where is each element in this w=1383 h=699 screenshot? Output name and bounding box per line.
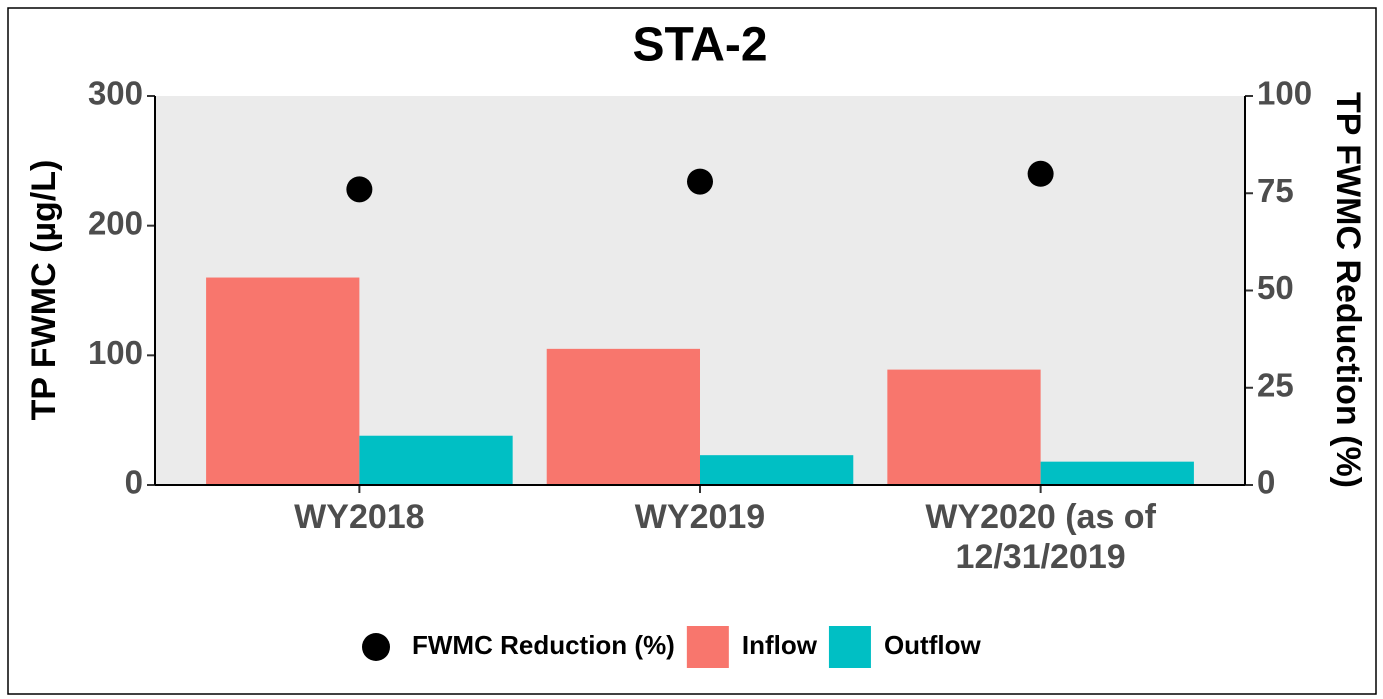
point [346, 176, 373, 203]
y2-tick-label: 75 [1257, 172, 1294, 209]
y2-tick-label: 0 [1257, 464, 1275, 501]
chart-title: STA-2 [632, 19, 767, 72]
y-tick-label: 200 [88, 204, 143, 241]
bar [887, 369, 1041, 485]
bar [206, 277, 360, 485]
y-tick-label: 100 [88, 334, 143, 371]
y-tick-label: 300 [88, 75, 143, 112]
point [1027, 160, 1054, 187]
x-tick-label: WY2020 (as of 12/31/2019 [925, 498, 1156, 576]
legend-key [362, 633, 390, 661]
x-tick-label: WY2018 [294, 498, 425, 536]
bar [546, 348, 700, 485]
bar [359, 435, 513, 485]
legend-key [686, 626, 729, 668]
frame [7, 7, 1377, 695]
legend-label: Outflow [884, 630, 982, 660]
y-axis-title: TP FWMC (µg/L) [25, 160, 63, 421]
y-tick-label: 0 [125, 464, 143, 501]
y2-axis-title: TP FWMC Reduction (%) [1329, 92, 1367, 488]
bar [1040, 461, 1194, 485]
y2-tick-label: 50 [1257, 269, 1294, 306]
bar [700, 455, 854, 485]
y2-tick-label: 100 [1257, 75, 1312, 112]
point [687, 168, 713, 195]
y2-tick-label: 25 [1257, 366, 1294, 403]
legend-label: Inflow [742, 630, 818, 660]
x-tick-label: WY2019 [634, 498, 766, 536]
legend-label: FWMC Reduction (%) [412, 630, 675, 660]
legend-key [828, 626, 871, 668]
